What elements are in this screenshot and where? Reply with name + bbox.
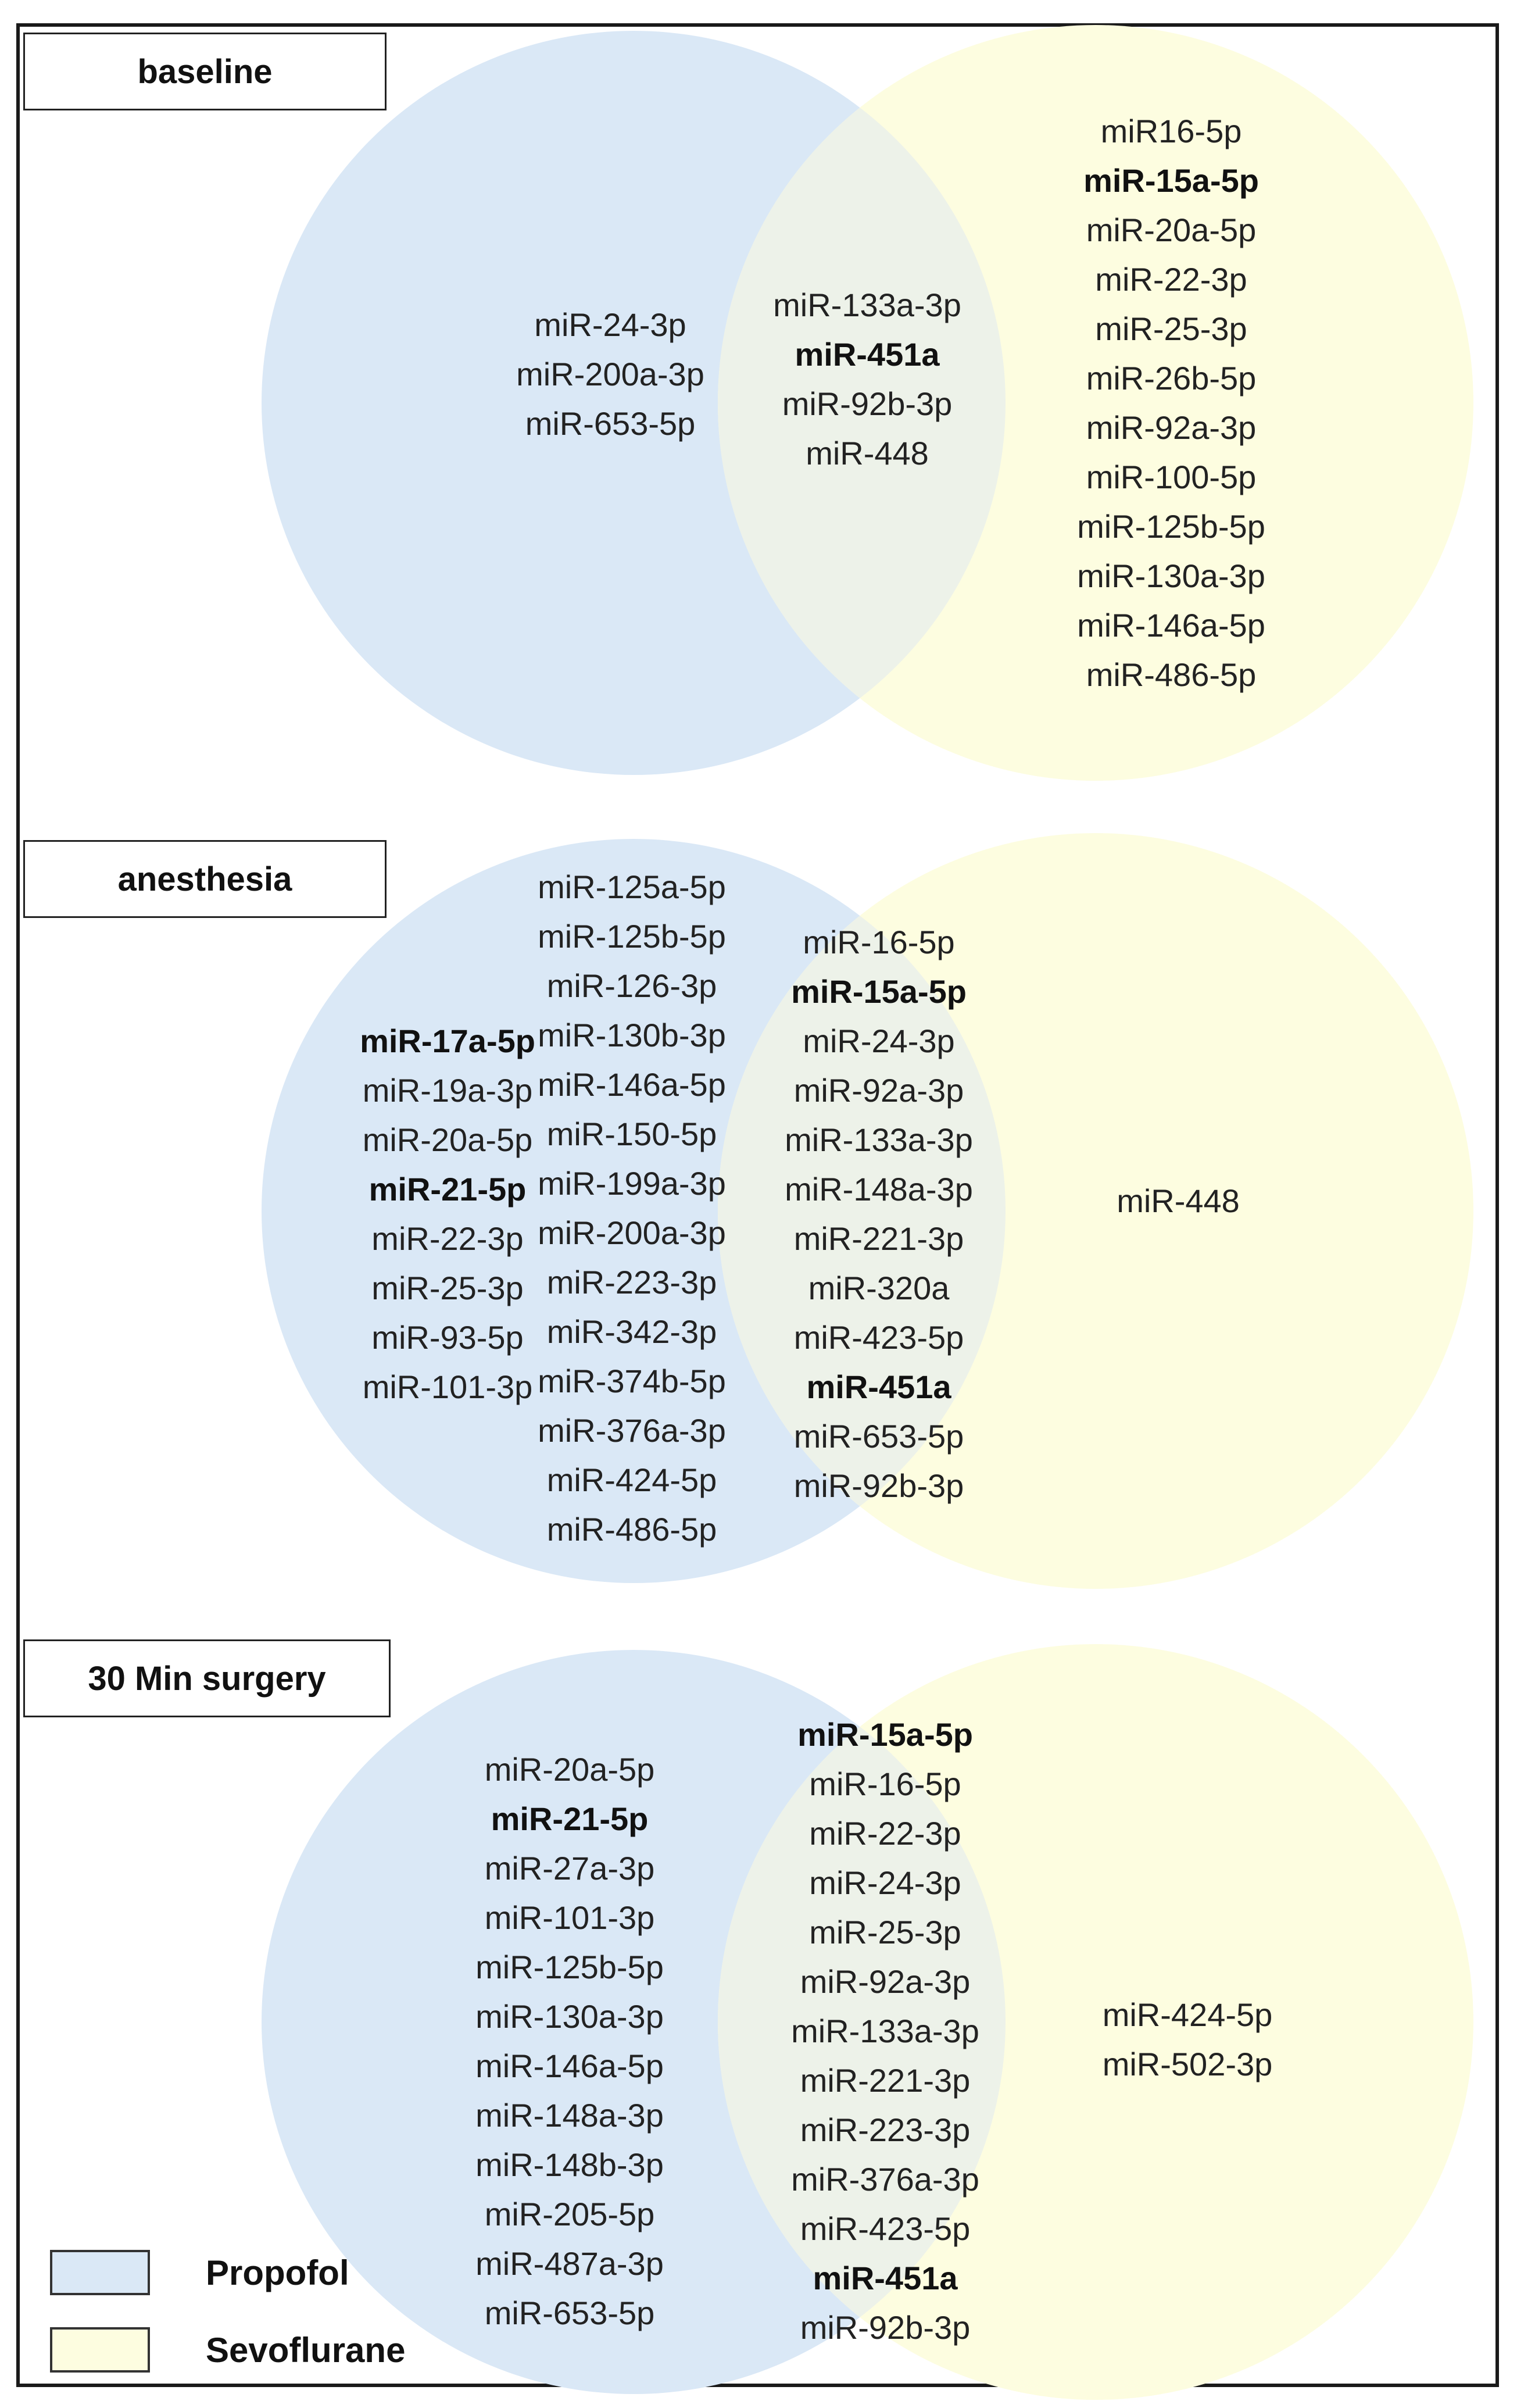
mirna-label-propofol: miR-146a-5p — [538, 1066, 726, 1103]
panel-title-anesthesia: anesthesia — [23, 840, 387, 918]
mirna-label-sevoflurane: miR-502-3p — [1103, 2046, 1273, 2082]
mirna-label-propofol: miR-424-5p — [547, 1462, 717, 1498]
mirna-label-shared: miR-24-3p — [809, 1864, 961, 1901]
mirna-label-shared: miR-223-3p — [800, 2112, 971, 2148]
mirna-label-sevoflurane: miR-26b-5p — [1086, 360, 1257, 396]
mirna-label-propofol: miR-486-5p — [547, 1511, 717, 1548]
mirna-label-propofol: miR-24-3p — [534, 306, 686, 343]
legend-item-sevoflurane: Sevoflurane — [50, 2327, 405, 2373]
mirna-label-propofol: miR-21-5p — [491, 1800, 649, 1837]
panel-title-baseline: baseline — [23, 33, 387, 110]
mirna-label-propofol: miR-200a-3p — [538, 1214, 726, 1251]
mirna-label-propofol: miR-130b-3p — [538, 1017, 726, 1053]
mirna-label-propofol: miR-20a-5p — [485, 1751, 655, 1788]
mirna-label-propofol: miR-25-3p — [371, 1270, 523, 1306]
mirna-label-shared: miR-320a — [808, 1270, 950, 1306]
mirna-label-propofol: miR-21-5p — [369, 1171, 527, 1207]
mirna-label-propofol: miR-93-5p — [371, 1319, 523, 1356]
mirna-label-shared: miR-15a-5p — [797, 1716, 973, 1753]
mirna-label-propofol: miR-148a-3p — [475, 2097, 664, 2134]
mirna-label-propofol: miR-130a-3p — [475, 1998, 664, 2035]
mirna-label-shared: miR-22-3p — [809, 1815, 961, 1852]
overlap-region — [718, 839, 1006, 1583]
figure-frame — [16, 23, 1499, 2387]
mirna-label-shared: miR-16-5p — [809, 1766, 961, 1802]
venn-circles — [262, 25, 1473, 2400]
mirna-label-shared: miR-148a-3p — [785, 1171, 973, 1207]
mirna-label-propofol: miR-205-5p — [485, 2196, 655, 2232]
mirna-label-shared: miR-133a-3p — [791, 2013, 979, 2049]
mirna-label-propofol: miR-376a-3p — [538, 1412, 726, 1449]
mirna-label-shared: miR-133a-3p — [773, 287, 961, 323]
mirna-label-sevoflurane: miR16-5p — [1101, 113, 1242, 149]
mirna-label-shared: miR-451a — [813, 2260, 958, 2296]
mirna-label-shared: miR-15a-5p — [791, 973, 967, 1010]
mirna-label-sevoflurane: miR-100-5p — [1086, 459, 1257, 495]
mirna-label-propofol: miR-150-5p — [547, 1116, 717, 1152]
legend-item-propofol: Propofol — [50, 2250, 349, 2295]
legend-swatch-sevoflurane — [50, 2327, 150, 2373]
mirna-label-sevoflurane: miR-486-5p — [1086, 656, 1257, 693]
mirna-label-sevoflurane: miR-424-5p — [1103, 1996, 1273, 2033]
mirna-label-shared: miR-92b-3p — [794, 1467, 964, 1504]
mirna-label-sevoflurane: miR-92a-3p — [1086, 409, 1257, 446]
mirna-label-shared: miR-448 — [806, 435, 929, 471]
venn-labels: miR-24-3p miR-200a-3p miR-653-5p miR-133a-3… — [360, 113, 1272, 2346]
mirna-label-shared: miR-133a-3p — [785, 1121, 973, 1158]
mirna-label-shared: miR-423-5p — [794, 1319, 964, 1356]
mirna-label-shared: miR-451a — [806, 1369, 951, 1405]
mirna-label-sevoflurane: miR-130a-3p — [1077, 558, 1265, 594]
legend-label-propofol: Propofol — [206, 2253, 349, 2292]
mirna-label-shared: miR-221-3p — [800, 2062, 971, 2099]
mirna-label-propofol: miR-19a-3p — [363, 1072, 533, 1109]
mirna-label-shared: miR-92a-3p — [800, 1963, 971, 2000]
mirna-label-propofol: miR-101-3p — [363, 1369, 533, 1405]
mirna-label-propofol: miR-17a-5p — [360, 1023, 535, 1059]
mirna-label-propofol: miR-126-3p — [547, 967, 717, 1004]
mirna-label-shared: miR-16-5p — [803, 924, 954, 960]
mirna-label-shared: miR-24-3p — [803, 1023, 954, 1059]
mirna-label-propofol: miR-101-3p — [485, 1899, 655, 1936]
mirna-label-sevoflurane: miR-22-3p — [1095, 261, 1247, 298]
mirna-label-propofol: miR-148b-3p — [475, 2146, 664, 2183]
overlap-region — [718, 31, 1006, 775]
mirna-label-propofol: miR-223-3p — [547, 1264, 717, 1301]
legend-swatch-propofol — [50, 2250, 150, 2295]
legend-label-sevoflurane: Sevoflurane — [206, 2330, 406, 2370]
mirna-label-propofol: miR-374b-5p — [538, 1363, 726, 1399]
mirna-label-sevoflurane: miR-20a-5p — [1086, 212, 1257, 248]
mirna-label-shared: miR-92b-3p — [800, 2309, 971, 2346]
panel-title-surgery: 30 Min surgery — [23, 1639, 391, 1717]
mirna-label-propofol: miR-199a-3p — [538, 1165, 726, 1202]
mirna-label-shared: miR-221-3p — [794, 1220, 964, 1257]
mirna-label-propofol: miR-22-3p — [371, 1220, 523, 1257]
mirna-label-propofol: miR-125b-5p — [475, 1949, 664, 1985]
overlap-region — [718, 1650, 1006, 2394]
mirna-label-sevoflurane: miR-448 — [1117, 1182, 1240, 1219]
mirna-label-propofol: miR-27a-3p — [485, 1850, 655, 1887]
mirna-label-propofol: miR-342-3p — [547, 1313, 717, 1350]
mirna-label-sevoflurane: miR-125b-5p — [1077, 508, 1265, 545]
mirna-label-shared: miR-92a-3p — [794, 1072, 964, 1109]
mirna-label-propofol: miR-125a-5p — [538, 869, 726, 905]
mirna-label-propofol: miR-20a-5p — [363, 1121, 533, 1158]
mirna-label-shared: miR-376a-3p — [791, 2161, 979, 2198]
mirna-label-propofol: miR-487a-3p — [475, 2245, 664, 2282]
mirna-label-shared: miR-25-3p — [809, 1914, 961, 1950]
mirna-label-sevoflurane: miR-146a-5p — [1077, 607, 1265, 644]
mirna-label-sevoflurane: miR-15a-5p — [1083, 162, 1259, 199]
mirna-label-propofol: miR-125b-5p — [538, 918, 726, 955]
mirna-label-propofol: miR-200a-3p — [516, 356, 704, 392]
mirna-label-shared: miR-653-5p — [794, 1418, 964, 1455]
mirna-label-shared: miR-423-5p — [800, 2210, 971, 2247]
mirna-label-sevoflurane: miR-25-3p — [1095, 310, 1247, 347]
mirna-label-propofol: miR-653-5p — [525, 405, 696, 442]
mirna-label-propofol: miR-653-5p — [485, 2295, 655, 2331]
mirna-label-shared: miR-451a — [795, 336, 940, 373]
mirna-label-shared: miR-92b-3p — [782, 385, 953, 422]
mirna-label-propofol: miR-146a-5p — [475, 2048, 664, 2084]
